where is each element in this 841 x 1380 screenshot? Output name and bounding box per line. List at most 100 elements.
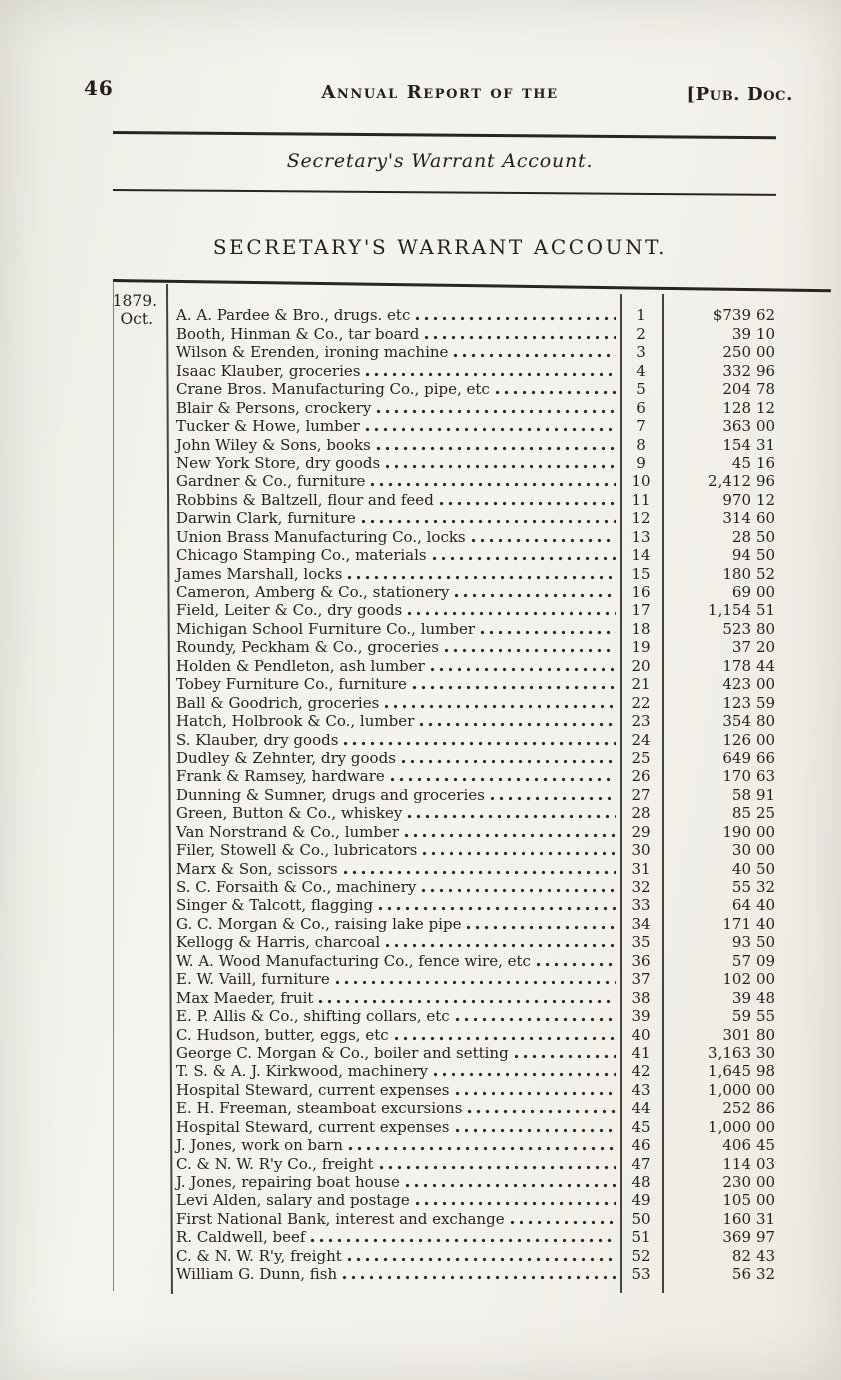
amount-dollars: 190	[722, 822, 751, 841]
warrant-number: 10	[631, 472, 651, 491]
amount-cell: 28 50	[662, 528, 831, 546]
warrant-number: 1	[636, 306, 646, 325]
payee-text: New York Store, dry goods	[176, 454, 381, 472]
payee-cell: Crane Bros. Manufacturing Co., pipe, etc	[167, 381, 620, 398]
table-row: Kellogg & Harris, charcoal 35 93 50	[167, 933, 831, 951]
amount-cents: 40	[756, 896, 776, 915]
table-row: Hatch, Holbrook & Co., lumber 23 354 80	[167, 712, 831, 730]
leader-dots	[415, 316, 616, 322]
amount-dollars: 105	[722, 1191, 751, 1210]
payee-cell: Kellogg & Harris, charcoal	[167, 934, 620, 951]
payee-text: Marx & Son, scissors	[176, 860, 338, 878]
amount-cents: 44	[756, 656, 776, 675]
amount-cents: 00	[756, 583, 776, 601]
leader-dots	[384, 703, 616, 709]
table-row: Levi Alden, salary and postage 49 105 00	[167, 1191, 831, 1209]
leader-dots	[419, 722, 616, 728]
leader-dots	[342, 1275, 616, 1281]
amount-cell: 252 86	[662, 1100, 831, 1117]
amount-cents: 80	[756, 619, 776, 638]
payee-cell: J. Jones, repairing boat house	[167, 1174, 620, 1191]
warrant-number: 41	[631, 1043, 651, 1062]
leader-dots	[378, 906, 616, 912]
table-row: E. W. Vaill, furniture 37 102 00	[167, 970, 831, 988]
warrant-number: 45	[631, 1117, 651, 1136]
leader-dots	[342, 869, 616, 875]
payee-text: Booth, Hinman & Co., tar board	[176, 325, 420, 343]
table-row: New York Store, dry goods 9 45 16	[167, 454, 831, 472]
table-row: Darwin Clark, furniture 12 314 60	[167, 509, 831, 527]
payee-text: E. W. Vaill, furniture	[176, 971, 330, 989]
amount-cents: 60	[756, 509, 776, 528]
payee-cell: C. Hudson, butter, eggs, etc	[167, 1027, 620, 1044]
table-row: Gardner & Co., furniture 10 2,412 96	[167, 472, 831, 490]
amount-cents: 00	[756, 822, 776, 841]
table-row: C. & N. W. R'y, freight 52 82 43	[167, 1246, 831, 1264]
warrant-number: 30	[631, 841, 651, 860]
warrant-number: 31	[631, 859, 651, 878]
payee-cell: Frank & Ramsey, hardware	[167, 768, 620, 785]
amount-dollars: 64	[731, 896, 751, 915]
amount-dollars: 55	[731, 878, 751, 896]
amount-cents: 96	[756, 472, 776, 491]
warrant-number: 44	[631, 1099, 651, 1118]
warrant-number: 21	[631, 675, 651, 694]
warrant-number: 25	[631, 748, 651, 767]
amount-cell: 126 00	[662, 731, 831, 749]
amount-dollars: 363	[722, 417, 751, 436]
amount-cents: 48	[756, 988, 776, 1007]
leader-dots	[385, 463, 616, 469]
amount-dollars: 649	[722, 748, 751, 767]
amount-cents: 62	[756, 306, 776, 325]
warrant-number: 18	[631, 619, 651, 638]
leader-dots	[389, 777, 616, 783]
warrant-number: 34	[631, 914, 651, 933]
payee-cell: A. A. Pardee & Bro., drugs. etc	[167, 307, 620, 324]
amount-cents: 00	[756, 1173, 776, 1191]
amount-cents: 00	[756, 343, 776, 362]
warrant-number: 36	[631, 951, 651, 970]
amount-dollars: 970	[722, 490, 751, 509]
warrant-number: 42	[631, 1062, 651, 1081]
table-row: Van Norstrand & Co., lumber 29 190 00	[167, 822, 831, 840]
amount-cell: 369 97	[662, 1229, 831, 1246]
leader-dots	[334, 980, 616, 986]
amount-cell: 57 09	[662, 951, 831, 970]
header-rule-bottom	[112, 189, 776, 196]
payee-text: Frank & Ramsey, hardware	[176, 768, 385, 786]
payee-text: Crane Bros. Manufacturing Co., pipe, etc	[176, 381, 490, 399]
amount-dollars: $739	[712, 306, 751, 325]
table-row: T. S. & A. J. Kirkwood, machinery 42 1,6…	[167, 1062, 831, 1080]
payee-text: Cameron, Amberg & Co., stationery	[176, 584, 450, 601]
amount-cell: 178 44	[662, 656, 831, 675]
leader-dots	[346, 1256, 616, 1262]
payee-cell: Tobey Furniture Co., furniture	[167, 676, 620, 693]
amount-dollars: 39	[731, 324, 751, 343]
table-row: J. Jones, work on barn 46 406 45	[167, 1136, 831, 1154]
warrant-number: 12	[631, 509, 651, 528]
table-row: James Marshall, locks 15 180 52	[167, 564, 831, 582]
amount-dollars: 57	[731, 951, 751, 970]
warrant-number: 40	[631, 1025, 651, 1044]
payee-text: Green, Button & Co., whiskey	[176, 805, 403, 823]
payee-cell: Dudley & Zehnter, dry goods	[167, 750, 620, 767]
leader-dots	[407, 611, 616, 617]
amount-cell: 30 00	[662, 842, 831, 859]
amount-cell: 332 96	[662, 362, 831, 380]
table-row: William G. Dunn, fish 53 56 32	[167, 1265, 831, 1283]
leader-dots	[454, 1017, 616, 1023]
warrant-number: 28	[631, 804, 651, 823]
amount-dollars: 30	[731, 841, 751, 860]
table-row: A. A. Pardee & Bro., drugs. etc 1 $739 6…	[167, 306, 831, 324]
amount-cell: 354 80	[662, 713, 831, 730]
payee-text: First National Bank, interest and exchan…	[176, 1210, 505, 1228]
amount-cell: 423 00	[662, 676, 831, 693]
payee-text: Robbins & Baltzell, flour and feed	[176, 491, 434, 509]
leader-dots	[318, 998, 616, 1004]
amount-cents: 32	[756, 1265, 776, 1284]
warrant-number: 15	[631, 564, 651, 583]
leader-dots	[370, 482, 616, 488]
amount-dollars: 85	[731, 804, 751, 823]
amount-dollars: 2,412	[708, 472, 751, 491]
amount-dollars: 230	[722, 1173, 751, 1191]
